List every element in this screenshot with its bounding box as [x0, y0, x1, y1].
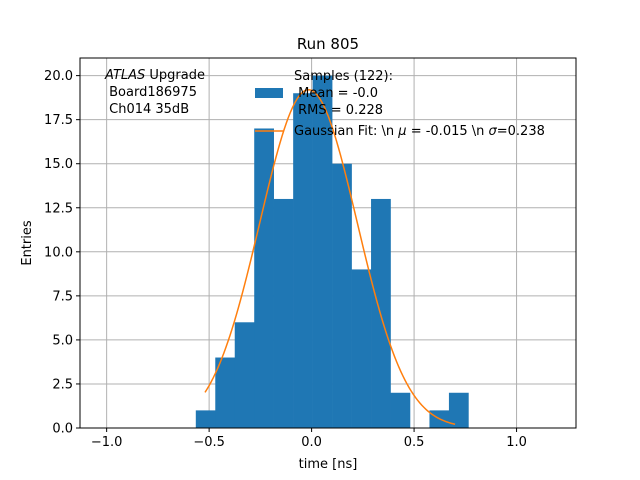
y-tick-label: 10.0: [44, 245, 73, 260]
histogram-bar: [254, 128, 274, 428]
legend-hist-line-1: Samples (122):: [294, 69, 393, 84]
y-tick-label: 0.0: [52, 422, 73, 437]
axis-ticks: −1.0 −0.5 0.0 0.5 1.0 0.0 2.5 5.0 7.5 10.0 12.5 15.…: [44, 69, 527, 450]
legend-fit-sigma: σ: [489, 124, 498, 139]
gaussian-fit: [204, 88, 456, 426]
legend-hist-swatch: [255, 88, 283, 98]
histogram-bar: [390, 392, 411, 428]
histogram-bar: [312, 75, 333, 428]
annotation-line-1: ATLAS Upgrade: [104, 68, 205, 83]
chart-title: Run 805: [297, 35, 359, 53]
y-axis-label: Entries: [20, 220, 35, 266]
y-tick-label: 17.5: [44, 113, 73, 128]
histogram-bar: [332, 163, 352, 428]
y-tick-label: 15.0: [44, 157, 73, 172]
atlas-annotation: ATLAS Upgrade Board186975 Ch014 35dB: [104, 68, 205, 117]
plot-frame: [79, 57, 577, 429]
legend-fit-label: Gaussian Fit: \n μ = -0.015 \n σ=0.238: [294, 124, 545, 139]
y-tick-label: 2.5: [52, 377, 73, 392]
x-tick-label: 1.0: [506, 435, 527, 450]
y-tick-label: 12.5: [44, 201, 73, 216]
x-tick-label: 0.0: [301, 435, 322, 450]
histogram-bar: [273, 198, 294, 428]
annotation-line-2: Board186975: [105, 85, 197, 100]
y-tick-label: 7.5: [52, 289, 73, 304]
legend-fit-suffix: =0.238: [497, 124, 545, 139]
annotation-atlas: ATLAS: [104, 68, 145, 83]
histogram-bar: [448, 392, 469, 428]
histogram-bar: [215, 357, 236, 428]
legend-hist-line-2: Mean = -0.0: [294, 86, 378, 101]
annotation-upgrade: Upgrade: [145, 68, 205, 83]
histogram-bars: [195, 75, 469, 428]
legend-fit-mid: = -0.015 \n: [407, 124, 489, 139]
histogram-bar: [351, 269, 372, 428]
x-tick-label: 0.5: [404, 435, 425, 450]
legend: Samples (122): Mean = -0.0 RMS = 0.228 G…: [255, 69, 545, 139]
histogram-bar: [293, 93, 313, 428]
x-tick-label: −0.5: [193, 435, 225, 450]
x-axis-label: time [ns]: [299, 457, 358, 472]
fit-curve: [204, 88, 456, 426]
histogram-bar: [234, 322, 255, 428]
legend-fit-mu: μ: [397, 124, 406, 139]
y-tick-label: 20.0: [44, 69, 73, 84]
y-tick-label: 5.0: [52, 333, 73, 348]
legend-fit-prefix: Gaussian Fit: \n: [294, 124, 398, 139]
x-tick-label: −1.0: [91, 435, 123, 450]
legend-hist-line-3: RMS = 0.228: [294, 103, 383, 118]
histogram-bar: [195, 410, 216, 428]
annotation-line-3: Ch014 35dB: [105, 102, 189, 117]
